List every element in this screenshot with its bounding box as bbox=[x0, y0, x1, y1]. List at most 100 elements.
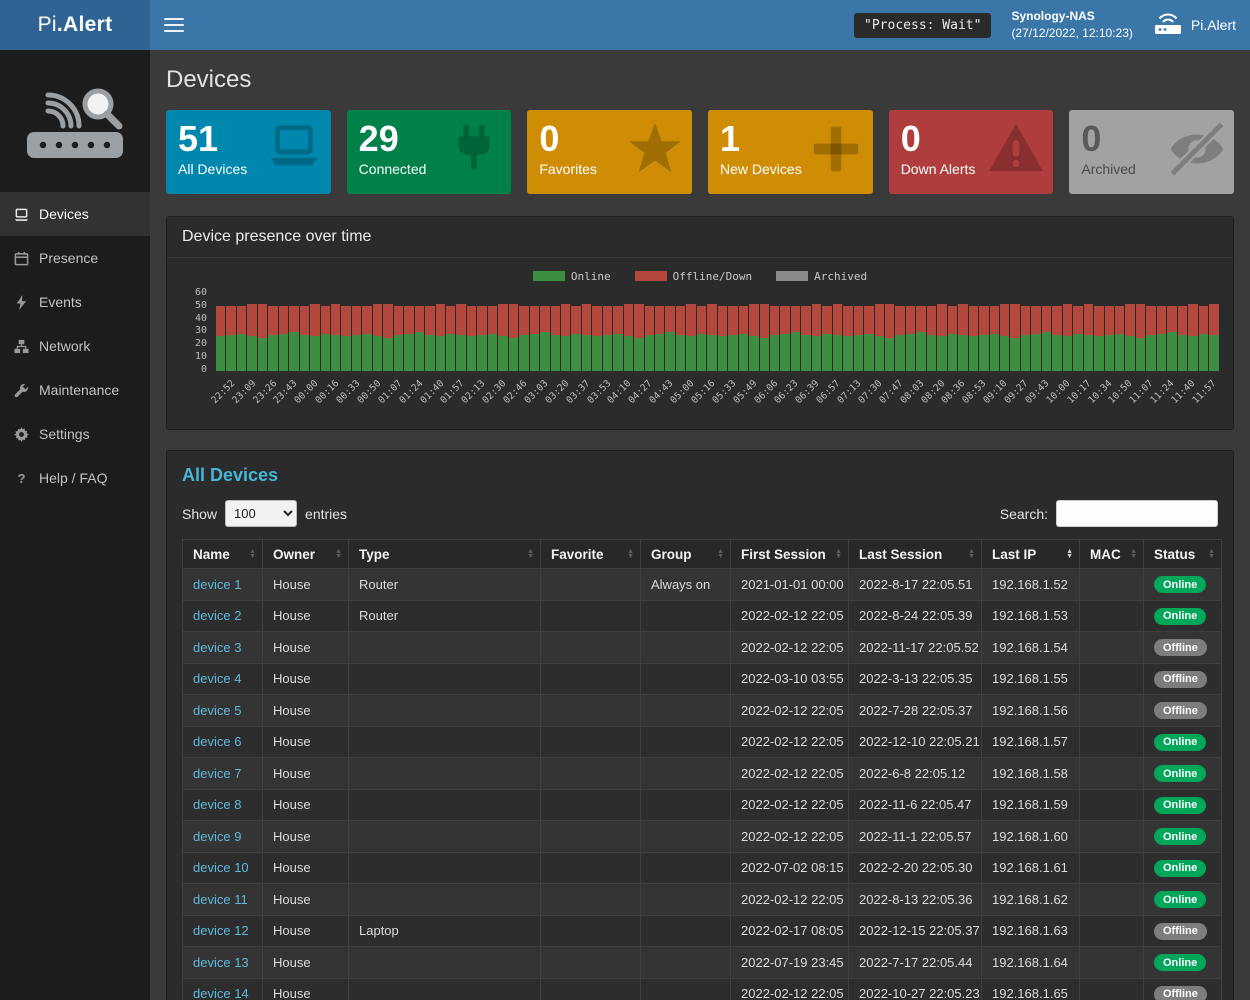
column-header-last-ip[interactable]: Last IP ▲ ▼ bbox=[981, 539, 1080, 569]
stat-card-new-devices[interactable]: 1 New Devices bbox=[708, 110, 873, 194]
chart-bar bbox=[1156, 305, 1167, 371]
sidebar-item-presence[interactable]: Presence bbox=[0, 236, 150, 280]
chart-bar bbox=[811, 304, 822, 371]
sidebar-item-help-faq[interactable]: ? Help / FAQ bbox=[0, 456, 150, 500]
chart-bar bbox=[675, 305, 686, 371]
nas-device-icon bbox=[1154, 13, 1181, 34]
chart-bar bbox=[320, 305, 330, 371]
cell-group bbox=[640, 946, 731, 979]
chart-bar bbox=[487, 305, 498, 371]
device-link[interactable]: device 14 bbox=[193, 986, 249, 1000]
sidebar-item-settings[interactable]: Settings bbox=[0, 412, 150, 456]
bar-segment-online bbox=[1041, 332, 1052, 371]
stat-card-value: 0 bbox=[900, 118, 921, 159]
stat-card-all-devices[interactable]: 51 All Devices bbox=[166, 110, 331, 194]
cell-last: 2022-8-17 22:05.51 bbox=[848, 568, 982, 601]
column-header-first-session[interactable]: First Session ▲ ▼ bbox=[730, 539, 849, 569]
cell-status: Online bbox=[1143, 757, 1222, 790]
bar-segment-offline bbox=[686, 304, 696, 337]
sort-icon: ▲ ▼ bbox=[1208, 548, 1215, 560]
bar-segment-offline bbox=[790, 305, 801, 333]
cell-first: 2022-02-12 22:05 bbox=[730, 820, 849, 853]
column-header-type[interactable]: Type ▲ ▼ bbox=[348, 539, 541, 569]
status-badge: Online bbox=[1154, 765, 1207, 782]
column-header-group[interactable]: Group ▲ ▼ bbox=[640, 539, 731, 569]
device-link[interactable]: device 11 bbox=[193, 891, 248, 907]
cell-first: 2022-02-12 22:05 bbox=[730, 977, 849, 1000]
cell-favorite bbox=[540, 883, 641, 916]
device-link[interactable]: device 7 bbox=[193, 765, 242, 781]
sidebar-menu: Devices Presence Events Network Maintenance S… bbox=[0, 192, 150, 500]
svg-text:?: ? bbox=[17, 471, 25, 486]
chart-bar bbox=[602, 305, 613, 371]
cell-status: Online bbox=[1143, 599, 1222, 632]
cell-ip: 192.168.1.65 bbox=[981, 977, 1080, 1000]
stat-card-favorites[interactable]: 0 Favorites bbox=[527, 110, 693, 194]
bar-segment-online bbox=[623, 336, 634, 371]
sidebar-item-events[interactable]: Events bbox=[0, 280, 150, 324]
cell-mac bbox=[1079, 914, 1144, 947]
sidebar-item-network[interactable]: Network bbox=[0, 324, 150, 368]
device-link[interactable]: device 10 bbox=[193, 860, 249, 876]
chart-bar bbox=[372, 304, 383, 371]
cell-ip: 192.168.1.52 bbox=[981, 568, 1080, 601]
device-link[interactable]: device 13 bbox=[193, 954, 249, 970]
device-link[interactable]: device 12 bbox=[193, 923, 249, 939]
chart-bar bbox=[404, 305, 414, 371]
sidebar-item-maintenance[interactable]: Maintenance bbox=[0, 368, 150, 412]
device-link[interactable]: device 5 bbox=[193, 702, 242, 718]
device-link[interactable]: device 2 bbox=[193, 608, 242, 624]
cell-status: Online bbox=[1143, 851, 1222, 884]
brand-logo[interactable]: Pi .Alert bbox=[0, 0, 150, 50]
legend-label: Offline/Down bbox=[672, 270, 753, 283]
cell-last: 2022-12-10 22:05.21 bbox=[848, 725, 982, 758]
sidebar-item-devices[interactable]: Devices bbox=[0, 192, 150, 236]
chart-bar bbox=[1094, 305, 1104, 371]
column-header-last-session[interactable]: Last Session ▲ ▼ bbox=[848, 539, 982, 569]
entries-select[interactable]: 100 bbox=[225, 500, 298, 527]
main-content: Devices 51 All Devices 29 Connected 0 Favorit… bbox=[150, 50, 1250, 1000]
nav-user[interactable]: Pi.Alert bbox=[1153, 12, 1236, 38]
bar-segment-online bbox=[1177, 335, 1188, 371]
chart-bar bbox=[508, 304, 519, 371]
chart-bar bbox=[623, 304, 634, 371]
device-link[interactable]: device 4 bbox=[193, 671, 242, 687]
device-link[interactable]: device 3 bbox=[193, 639, 242, 655]
device-link[interactable]: device 9 bbox=[193, 828, 242, 844]
cell-last: 2022-2-20 22:05.30 bbox=[848, 851, 982, 884]
cell-mac bbox=[1079, 725, 1144, 758]
table-title: All Devices bbox=[182, 465, 279, 485]
cell-name: device 11 bbox=[182, 883, 263, 916]
column-header-name[interactable]: Name ▲ ▼ bbox=[182, 539, 263, 569]
stat-card-archived[interactable]: 0 Archived bbox=[1069, 110, 1235, 194]
column-header-mac[interactable]: MAC ▲ ▼ bbox=[1079, 539, 1144, 569]
column-header-status[interactable]: Status ▲ ▼ bbox=[1143, 539, 1222, 569]
column-header-favorite[interactable]: Favorite ▲ ▼ bbox=[540, 539, 641, 569]
cell-type bbox=[348, 788, 541, 821]
bar-segment-online bbox=[1062, 336, 1073, 371]
device-link[interactable]: device 8 bbox=[193, 797, 242, 813]
laptop-card-icon bbox=[265, 120, 323, 178]
status-badge: Online bbox=[1154, 733, 1207, 751]
status-badge: Online bbox=[1154, 607, 1207, 625]
device-link[interactable]: device 6 bbox=[193, 734, 242, 750]
cell-last: 2022-11-17 22:05.52 bbox=[848, 631, 982, 664]
chart-bar bbox=[581, 304, 592, 371]
bar-segment-offline bbox=[717, 305, 728, 337]
cell-name: device 5 bbox=[182, 694, 263, 727]
stat-card-down-alerts[interactable]: 0 Down Alerts bbox=[888, 110, 1054, 194]
chart-bar bbox=[728, 305, 738, 371]
hamburger-menu-icon[interactable] bbox=[164, 14, 184, 36]
bar-segment-offline bbox=[675, 305, 686, 335]
stat-card-connected[interactable]: 29 Connected bbox=[346, 110, 512, 194]
bar-segment-offline bbox=[257, 304, 268, 338]
column-header-owner[interactable]: Owner ▲ ▼ bbox=[262, 539, 349, 569]
chart-bar bbox=[289, 305, 299, 371]
cell-last: 2022-11-1 22:05.57 bbox=[848, 820, 982, 853]
bar-segment-offline bbox=[958, 304, 968, 335]
cell-group bbox=[640, 788, 731, 821]
search-input[interactable] bbox=[1056, 500, 1218, 527]
column-header-label: MAC bbox=[1090, 546, 1121, 562]
bar-segment-offline bbox=[456, 304, 466, 335]
device-link[interactable]: device 1 bbox=[193, 576, 242, 592]
